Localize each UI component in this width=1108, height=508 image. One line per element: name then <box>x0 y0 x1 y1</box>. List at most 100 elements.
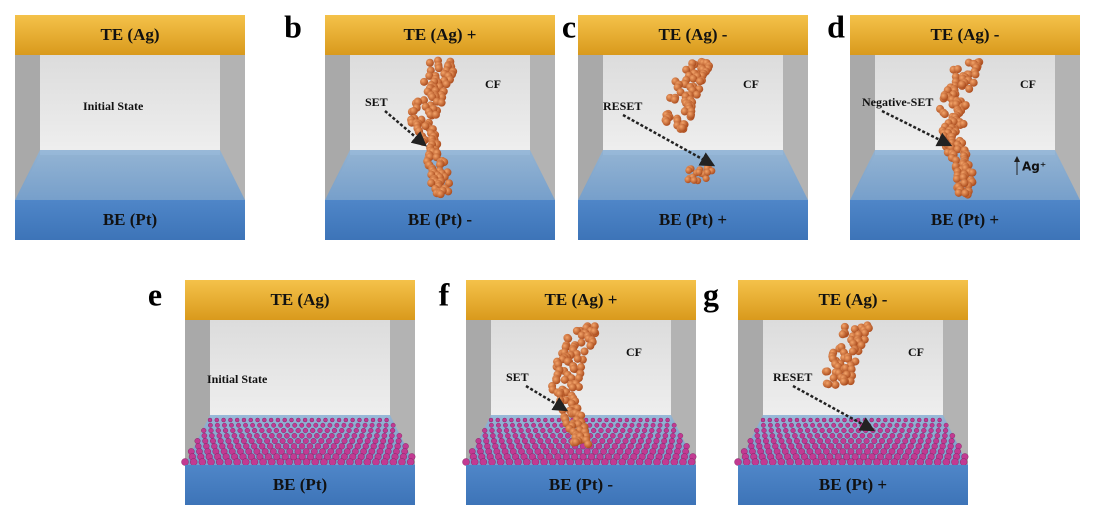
graphene-atom <box>927 433 932 438</box>
graphene-atom <box>771 438 777 444</box>
top-electrode-label: TE (Ag) - <box>659 25 728 44</box>
graphene-atom <box>612 443 618 449</box>
graphene-atom <box>483 433 488 438</box>
graphene-atom <box>403 443 409 449</box>
graphene-atom <box>748 438 754 444</box>
graphene-atom <box>658 423 662 427</box>
silver-atom <box>941 110 949 118</box>
graphene-atom <box>384 423 388 427</box>
top-electrode-label: TE (Ag) + <box>545 290 618 309</box>
annotation: CF <box>485 77 501 91</box>
graphene-atom <box>491 438 497 444</box>
graphene-atom <box>613 428 618 433</box>
graphene-atom <box>557 418 561 422</box>
graphene-atom <box>633 433 638 438</box>
graphene-atom <box>351 418 355 422</box>
graphene-atom <box>182 459 189 466</box>
graphene-atom <box>552 423 556 427</box>
graphene-atom <box>905 433 910 438</box>
graphene-atom <box>782 423 786 427</box>
graphene-atom <box>275 443 281 449</box>
graphene-atom <box>337 418 341 422</box>
graphene-atom <box>329 459 336 466</box>
top-electrode-label: TE (Ag) - <box>819 290 888 309</box>
graphene-atom <box>202 433 207 438</box>
graphene-atom <box>665 423 669 427</box>
silver-atom <box>696 77 704 85</box>
graphene-atom <box>236 423 240 427</box>
graphene-atom <box>935 433 940 438</box>
graphene-atom <box>836 443 842 449</box>
graphene-atom <box>868 443 874 449</box>
graphene-atom <box>754 428 759 433</box>
graphene-atom <box>618 433 623 438</box>
graphene-atom <box>684 443 690 449</box>
graphene-atom <box>956 443 962 449</box>
bottom-electrode-label: BE (Pt) + <box>819 475 887 494</box>
graphene-atom <box>365 438 371 444</box>
silver-atom <box>823 367 831 375</box>
panel-letter: e <box>148 276 162 312</box>
graphene-atom <box>242 418 246 422</box>
graphene-atom <box>357 418 361 422</box>
graphene-atom <box>510 423 514 427</box>
graphene-atom <box>480 459 487 466</box>
graphene-atom <box>364 459 371 466</box>
graphene-atom <box>917 418 921 422</box>
graphene-atom <box>661 438 667 444</box>
graphene-atom <box>842 428 847 433</box>
graphene-atom <box>370 423 374 427</box>
graphene-atom <box>822 433 827 438</box>
graphene-atom <box>347 428 352 433</box>
graphene-atom <box>342 423 346 427</box>
graphene-atom <box>463 459 470 466</box>
graphene-atom <box>941 438 947 444</box>
silver-atom <box>410 107 418 115</box>
graphene-atom <box>222 418 226 422</box>
graphene-atom <box>199 459 206 466</box>
graphene-atom <box>839 423 843 427</box>
silver-atom <box>703 175 710 182</box>
graphene-atom <box>834 428 839 433</box>
graphene-atom <box>662 459 669 466</box>
graphene-atom <box>230 428 235 433</box>
panel-letter: d <box>827 8 845 44</box>
graphene-atom <box>553 438 559 444</box>
annotation: SET <box>506 370 529 384</box>
graphene-atom <box>788 418 792 422</box>
graphene-atom <box>526 428 531 433</box>
graphene-atom <box>755 438 761 444</box>
graphene-atom <box>337 433 342 438</box>
silver-atom <box>839 330 847 338</box>
graphene-atom <box>252 428 257 433</box>
graphene-atom <box>390 459 397 466</box>
graphene-atom <box>890 418 894 422</box>
graphene-atom <box>775 418 779 422</box>
graphene-atom <box>342 438 348 444</box>
annotation: CF <box>908 345 924 359</box>
silver-atom <box>831 381 839 389</box>
graphene-atom <box>812 443 818 449</box>
graphene-atom <box>262 433 267 438</box>
graphene-atom <box>936 428 941 433</box>
graphene-atom <box>653 459 660 466</box>
graphene-atom <box>295 448 301 454</box>
graphene-atom <box>354 428 359 433</box>
silver-atom <box>954 65 962 73</box>
graphene-atom <box>496 423 500 427</box>
graphene-atom <box>575 459 582 466</box>
graphene-atom <box>228 418 232 422</box>
graphene-atom <box>595 433 600 438</box>
graphene-atom <box>881 423 885 427</box>
graphene-atom <box>545 438 551 444</box>
graphene-atom <box>238 428 243 433</box>
graphene-atom <box>218 438 224 444</box>
graphene-atom <box>610 459 617 466</box>
graphene-atom <box>235 418 239 422</box>
graphene-atom <box>769 459 776 466</box>
graphene-atom <box>267 428 272 433</box>
graphene-atom <box>887 438 893 444</box>
device-panel: TE (Ag) +BE (Pt) -SETCF <box>325 15 555 240</box>
graphene-atom <box>768 418 772 422</box>
silver-atom <box>824 380 832 388</box>
